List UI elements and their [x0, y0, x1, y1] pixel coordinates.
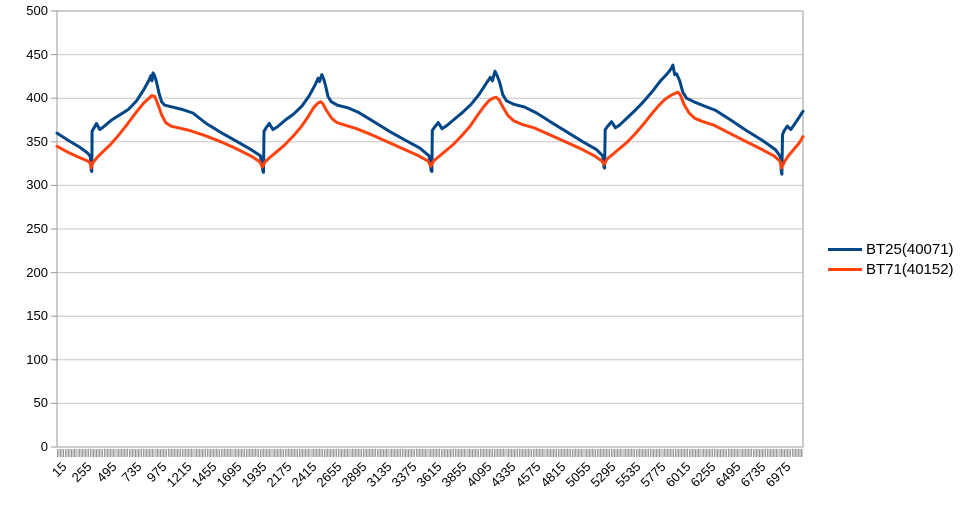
legend-label: BT25(40071)	[866, 240, 954, 258]
y-axis-tick-label: 350	[26, 133, 48, 149]
y-axis-tick-label: 300	[26, 177, 48, 193]
legend-item-bt71: BT71(40152)	[828, 259, 954, 279]
legend: BT25(40071) BT71(40152)	[828, 239, 954, 279]
legend-item-bt25: BT25(40071)	[828, 239, 954, 259]
y-axis-tick-label: 400	[26, 90, 48, 106]
y-axis-tick-label: 250	[26, 221, 48, 236]
y-axis-tick-label: 100	[26, 351, 48, 367]
legend-line-sample-bt25	[828, 247, 862, 251]
y-axis-tick-label: 200	[26, 264, 48, 280]
y-axis-tick-label: 50	[33, 395, 48, 411]
y-axis-tick-label: 500	[26, 3, 48, 18]
plot-frame	[56, 10, 804, 448]
x-axis-minor-ticks	[57, 449, 803, 457]
y-axis-tick-label: 150	[26, 308, 48, 324]
legend-line-sample-bt71	[828, 267, 862, 271]
series-line-bt25-40071-	[55, 63, 805, 176]
legend-label: BT71(40152)	[866, 260, 954, 278]
series-line-bt71-40152-	[55, 90, 805, 170]
y-axis-tick-label: 0	[40, 439, 48, 454]
y-axis-tick-label: 450	[26, 46, 48, 62]
